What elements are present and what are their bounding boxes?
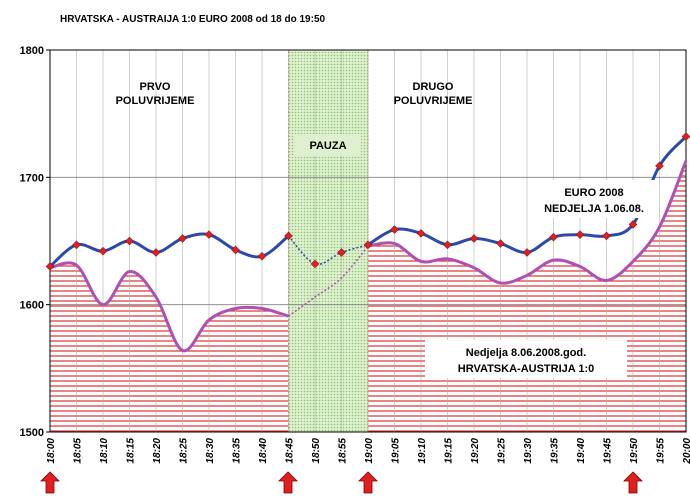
marker: [45, 262, 55, 271]
x-tick-label: 19:10: [417, 438, 428, 464]
annotation: POLUVRIJEME: [394, 95, 473, 107]
marker: [469, 234, 479, 243]
x-tick-label: 19:20: [470, 438, 481, 464]
marker: [443, 240, 452, 250]
x-tick-label: 18:50: [311, 438, 322, 464]
line-pause: [287, 235, 369, 266]
marker: [549, 232, 558, 242]
line: [367, 160, 688, 285]
y-tick-label: 1600: [20, 300, 44, 312]
x-tick-label: 19:40: [576, 438, 587, 464]
marker: [522, 248, 532, 257]
marker: [416, 229, 426, 238]
chart-title: HRVATSKA - AUSTRAIJA 1:0 EURO 2008 od 18…: [60, 14, 326, 25]
marker: [284, 231, 293, 241]
marker: [178, 234, 187, 243]
y-tick-label: 1700: [20, 172, 44, 184]
line: [49, 232, 290, 268]
x-tick-label: 19:00: [364, 438, 375, 464]
x-tick-label: 18:45: [285, 438, 296, 464]
x-tick-label: 18:10: [99, 438, 110, 464]
arrows: [40, 471, 643, 494]
marker: [496, 239, 505, 248]
x-tick-label: 19:25: [497, 438, 508, 464]
plot-frame: [49, 49, 687, 433]
line-pause: [288, 245, 369, 317]
arrow: [40, 471, 60, 494]
pause-region: [288, 49, 369, 433]
annotation-box: [425, 340, 627, 378]
marker: [204, 230, 214, 239]
x-tick-label: 18:15: [126, 438, 137, 464]
marker: [681, 132, 690, 141]
marker: [628, 220, 638, 229]
x-tick-label: 20:00: [682, 438, 690, 465]
arrow: [278, 471, 298, 494]
arrow: [358, 471, 378, 494]
x-tick-label: 19:45: [603, 438, 614, 464]
annotation-box: [295, 134, 361, 156]
marker: [337, 248, 346, 257]
x-tick-label: 18:40: [258, 438, 269, 464]
marker: [72, 240, 81, 250]
annotation: PAUZA: [309, 140, 346, 152]
x-tick-label: 19:55: [656, 438, 667, 464]
annotation: NEDJELJA 1.06.08.: [544, 203, 644, 215]
arrow: [623, 471, 643, 494]
marker: [390, 225, 399, 234]
marker: [655, 161, 664, 171]
marker: [257, 251, 267, 261]
x-tick-label: 18:25: [179, 438, 190, 464]
y-tick-label: 1800: [20, 45, 44, 57]
marker: [125, 236, 134, 246]
annotation: PRVO: [140, 81, 171, 93]
annotation: Nedjelja 8.06.2008.god.: [466, 347, 586, 359]
annotation: DRUGO: [413, 81, 454, 93]
marker: [151, 248, 161, 257]
x-tick-label: 19:30: [523, 438, 534, 464]
x-tick-label: 18:00: [46, 438, 57, 464]
x-tick-label: 19:15: [444, 438, 455, 464]
annotation-box: [533, 180, 655, 218]
marker: [231, 245, 240, 255]
annotation: EURO 2008: [564, 187, 623, 199]
x-tick-label: 18:20: [152, 438, 163, 464]
marker: [98, 246, 108, 256]
y-tick-label: 1500: [20, 427, 44, 439]
x-tick-label: 19:35: [550, 438, 561, 464]
marker: [310, 259, 320, 269]
annotation: HRVATSKA-AUSTRIJA 1:0: [458, 363, 595, 375]
x-tick-label: 18:35: [232, 438, 243, 464]
x-tick-label: 18:05: [73, 438, 84, 464]
marker: [575, 230, 585, 239]
annotation: POLUVRIJEME: [116, 95, 195, 107]
marker: [363, 240, 373, 250]
marker: [602, 231, 611, 241]
x-tick-label: 18:30: [205, 438, 216, 464]
line: [49, 261, 289, 353]
x-tick-label: 19:05: [391, 438, 402, 464]
x-tick-label: 18:55: [338, 438, 349, 464]
x-tick-label: 19:50: [629, 438, 640, 464]
